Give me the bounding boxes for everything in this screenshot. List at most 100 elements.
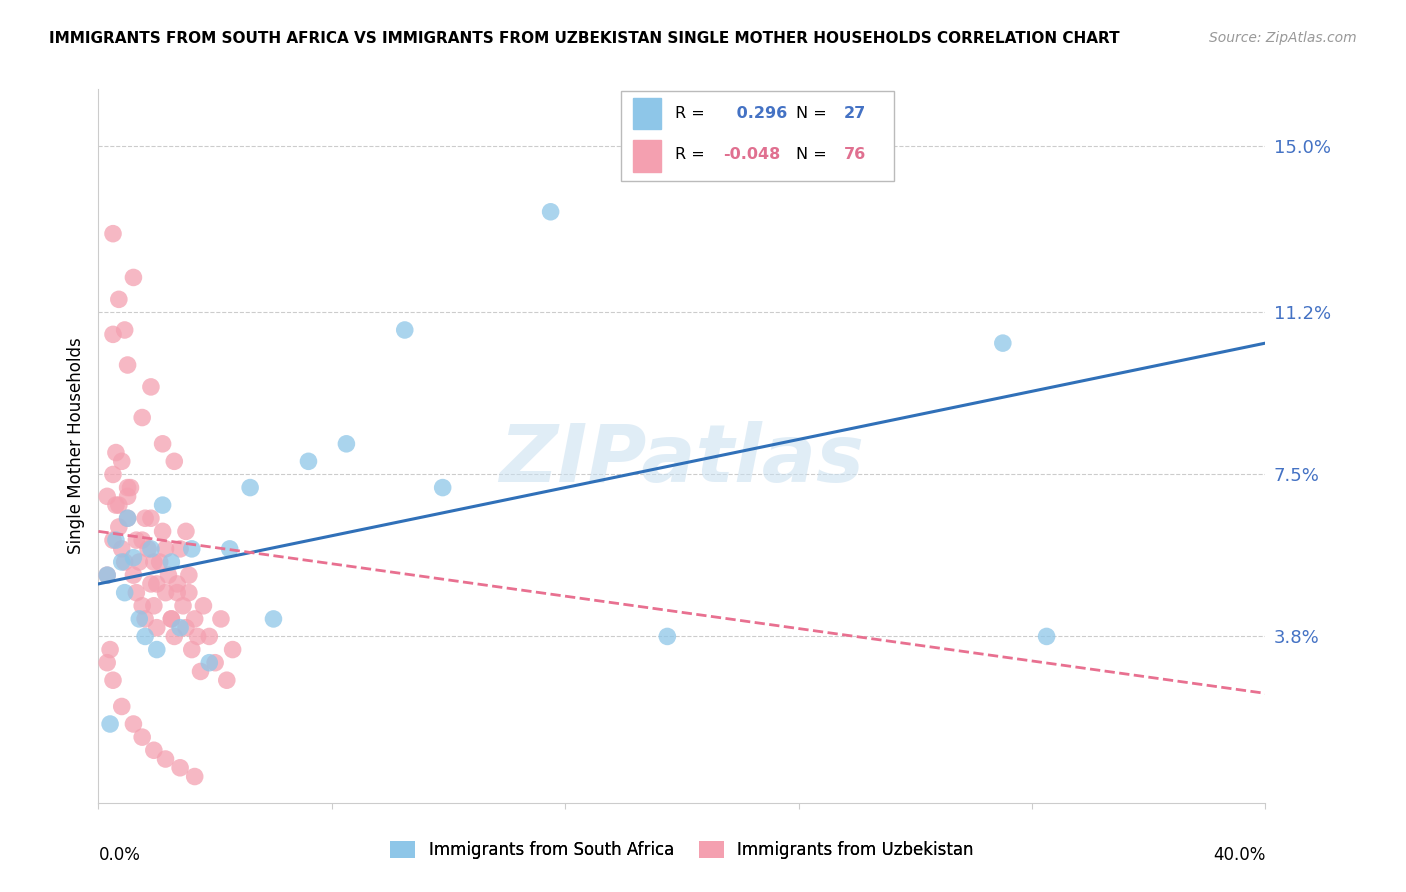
Point (134, 511, 156, 525)
Point (172, 599, 194, 613)
Point (131, 730, 153, 744)
Point (155, 585, 177, 599)
Point (101, 327, 124, 342)
Legend: Immigrants from South Africa, Immigrants from Uzbekistan: Immigrants from South Africa, Immigrants… (384, 834, 980, 866)
Point (432, 481, 454, 495)
Point (139, 541, 162, 556)
Point (152, 437, 174, 451)
Point (101, 533, 124, 548)
Point (98, 717, 121, 731)
Text: 0.296: 0.296 (731, 106, 787, 121)
Point (180, 642, 202, 657)
Point (160, 555, 183, 569)
Point (111, 555, 134, 569)
Point (122, 717, 145, 731)
Y-axis label: Single Mother Households: Single Mother Households (66, 338, 84, 554)
Point (1035, 629, 1057, 643)
Point (131, 533, 153, 548)
Point (152, 498, 174, 512)
Text: N =: N = (796, 106, 827, 121)
Point (96, 489, 118, 503)
Point (142, 743, 165, 757)
Point (146, 621, 169, 635)
Point (98, 642, 121, 657)
Text: R =: R = (675, 147, 704, 162)
Point (117, 511, 139, 525)
Point (104, 498, 127, 512)
Text: 76: 76 (844, 147, 866, 162)
Point (198, 629, 221, 643)
Point (394, 323, 416, 337)
Point (183, 612, 205, 626)
Point (131, 410, 153, 425)
Point (117, 489, 139, 503)
Text: -0.048: -0.048 (723, 147, 780, 162)
Point (111, 454, 134, 468)
Point (139, 380, 162, 394)
Point (104, 445, 127, 459)
FancyBboxPatch shape (621, 91, 894, 181)
Point (128, 555, 150, 569)
Point (177, 585, 200, 599)
Point (108, 293, 131, 307)
Point (114, 585, 136, 599)
Point (125, 533, 148, 548)
Point (142, 599, 165, 613)
Point (169, 761, 191, 775)
Point (163, 629, 186, 643)
Text: 0.0%: 0.0% (98, 846, 141, 863)
Bar (633, 140, 661, 171)
Point (111, 699, 134, 714)
Point (204, 656, 226, 670)
Point (174, 621, 197, 635)
Point (297, 454, 319, 468)
Point (146, 642, 169, 657)
Point (96, 656, 118, 670)
Point (122, 550, 145, 565)
Point (117, 481, 139, 495)
Point (183, 770, 205, 784)
Point (209, 612, 232, 626)
Point (101, 673, 124, 688)
Point (114, 555, 136, 569)
Point (169, 621, 191, 635)
Point (125, 585, 148, 599)
Point (117, 511, 139, 525)
Point (991, 336, 1014, 351)
Point (114, 323, 136, 337)
Point (139, 511, 162, 525)
Point (177, 568, 200, 582)
Point (134, 629, 156, 643)
Point (166, 585, 188, 599)
Point (160, 612, 183, 626)
Point (96, 568, 118, 582)
Point (221, 642, 243, 657)
Point (128, 612, 150, 626)
Point (166, 577, 188, 591)
Point (198, 656, 221, 670)
Point (239, 481, 262, 495)
Point (218, 541, 240, 556)
Point (187, 629, 209, 643)
Point (215, 673, 238, 688)
Point (152, 524, 174, 539)
Point (96, 568, 118, 582)
Point (136, 541, 159, 556)
Point (149, 555, 172, 569)
Point (163, 454, 186, 468)
Point (134, 612, 156, 626)
Point (117, 358, 139, 372)
Point (540, 204, 562, 219)
Point (157, 568, 180, 582)
Point (101, 467, 124, 482)
Point (146, 577, 169, 591)
Point (262, 612, 284, 626)
Point (190, 665, 212, 679)
Point (108, 520, 131, 534)
Text: ZIPatlas: ZIPatlas (499, 421, 865, 500)
Point (122, 270, 145, 285)
Bar (633, 97, 661, 129)
Point (139, 577, 162, 591)
Point (335, 437, 357, 451)
Point (174, 524, 197, 539)
